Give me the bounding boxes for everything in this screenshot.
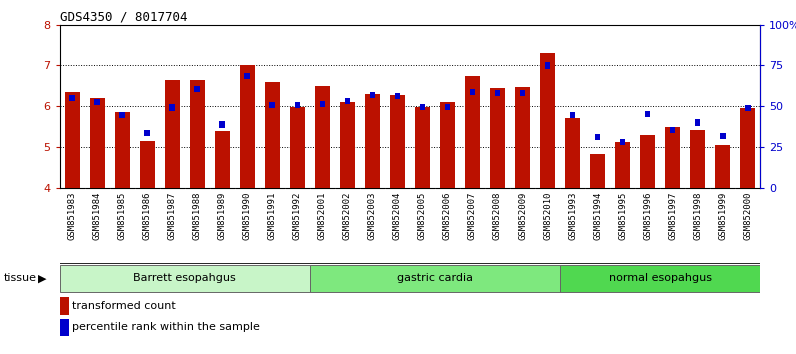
Bar	[520, 90, 525, 96]
Text: GSM851996: GSM851996	[643, 192, 652, 240]
Text: GSM852008: GSM852008	[493, 192, 502, 240]
Text: GSM852002: GSM852002	[343, 192, 352, 240]
Text: GSM851985: GSM851985	[118, 192, 127, 240]
Bar	[415, 107, 430, 188]
Text: GSM851989: GSM851989	[218, 192, 227, 240]
Bar	[95, 99, 100, 105]
Bar	[565, 118, 580, 188]
Bar	[544, 62, 550, 69]
Text: GSM851994: GSM851994	[593, 192, 602, 240]
Text: GSM851991: GSM851991	[267, 192, 277, 240]
Text: GSM852005: GSM852005	[418, 192, 427, 240]
Bar	[690, 130, 705, 188]
Bar	[119, 112, 125, 118]
Text: GSM851988: GSM851988	[193, 192, 202, 240]
Text: GSM851984: GSM851984	[92, 192, 102, 240]
Bar	[369, 92, 375, 98]
Bar	[265, 82, 280, 188]
Bar	[295, 102, 300, 108]
Text: GSM852007: GSM852007	[468, 192, 477, 240]
Text: GSM851999: GSM851999	[718, 192, 728, 240]
Bar	[244, 73, 250, 79]
Bar	[345, 98, 350, 104]
Bar	[60, 319, 68, 336]
Bar	[740, 108, 755, 188]
Bar	[470, 89, 475, 95]
Text: GSM852001: GSM852001	[318, 192, 327, 240]
Bar	[365, 94, 380, 188]
Bar	[140, 141, 154, 188]
Bar	[640, 135, 655, 188]
Bar	[695, 119, 700, 126]
Bar	[319, 101, 326, 107]
Bar	[290, 107, 305, 188]
Bar	[590, 154, 605, 188]
Text: GSM851992: GSM851992	[293, 192, 302, 240]
Bar	[494, 90, 501, 96]
Text: normal esopahgus: normal esopahgus	[609, 273, 712, 283]
Bar	[240, 65, 255, 188]
Text: GSM851995: GSM851995	[618, 192, 627, 240]
Bar	[215, 131, 230, 188]
Bar	[440, 102, 455, 188]
Text: ▶: ▶	[38, 273, 47, 283]
Bar	[570, 112, 576, 118]
Text: GSM852009: GSM852009	[518, 192, 527, 240]
Bar	[515, 87, 530, 188]
Bar	[615, 142, 630, 188]
Bar	[395, 93, 400, 99]
Text: GSM852003: GSM852003	[368, 192, 377, 240]
Bar	[170, 104, 175, 110]
Bar	[595, 134, 600, 140]
Bar	[620, 139, 626, 145]
Bar	[64, 92, 80, 188]
Bar	[390, 95, 405, 188]
Text: GDS4350 / 8017704: GDS4350 / 8017704	[60, 11, 187, 24]
Bar	[715, 145, 730, 188]
Text: Barrett esopahgus: Barrett esopahgus	[134, 273, 236, 283]
Bar	[69, 95, 75, 101]
Text: GSM851990: GSM851990	[243, 192, 252, 240]
Bar	[540, 53, 555, 188]
Bar	[90, 98, 105, 188]
Text: GSM852010: GSM852010	[543, 192, 552, 240]
Bar	[340, 102, 355, 188]
Bar	[419, 104, 425, 110]
Text: GSM851998: GSM851998	[693, 192, 702, 240]
Text: gastric cardia: gastric cardia	[397, 273, 473, 283]
Text: GSM852006: GSM852006	[443, 192, 452, 240]
Bar	[189, 80, 205, 188]
Bar	[194, 86, 200, 92]
Bar	[465, 76, 480, 188]
Text: percentile rank within the sample: percentile rank within the sample	[72, 322, 260, 332]
Bar	[669, 127, 676, 133]
Text: GSM852004: GSM852004	[393, 192, 402, 240]
Bar	[115, 112, 130, 188]
Bar	[490, 88, 505, 188]
Bar	[720, 133, 725, 139]
Text: GSM851987: GSM851987	[168, 192, 177, 240]
Text: tissue: tissue	[4, 273, 37, 283]
Bar	[645, 111, 650, 118]
Text: GSM851993: GSM851993	[568, 192, 577, 240]
Bar	[745, 105, 751, 111]
Text: transformed count: transformed count	[72, 301, 176, 311]
Bar	[60, 297, 68, 315]
Text: GSM852000: GSM852000	[743, 192, 752, 240]
Bar	[144, 130, 150, 136]
Text: GSM851986: GSM851986	[142, 192, 152, 240]
Bar	[445, 104, 451, 110]
Bar	[165, 80, 180, 188]
Bar	[220, 121, 225, 127]
Bar	[270, 102, 275, 108]
FancyBboxPatch shape	[560, 265, 760, 292]
Bar	[315, 86, 330, 188]
Text: GSM851983: GSM851983	[68, 192, 76, 240]
Text: GSM851997: GSM851997	[668, 192, 677, 240]
FancyBboxPatch shape	[60, 265, 310, 292]
Bar	[665, 127, 680, 188]
FancyBboxPatch shape	[310, 265, 560, 292]
